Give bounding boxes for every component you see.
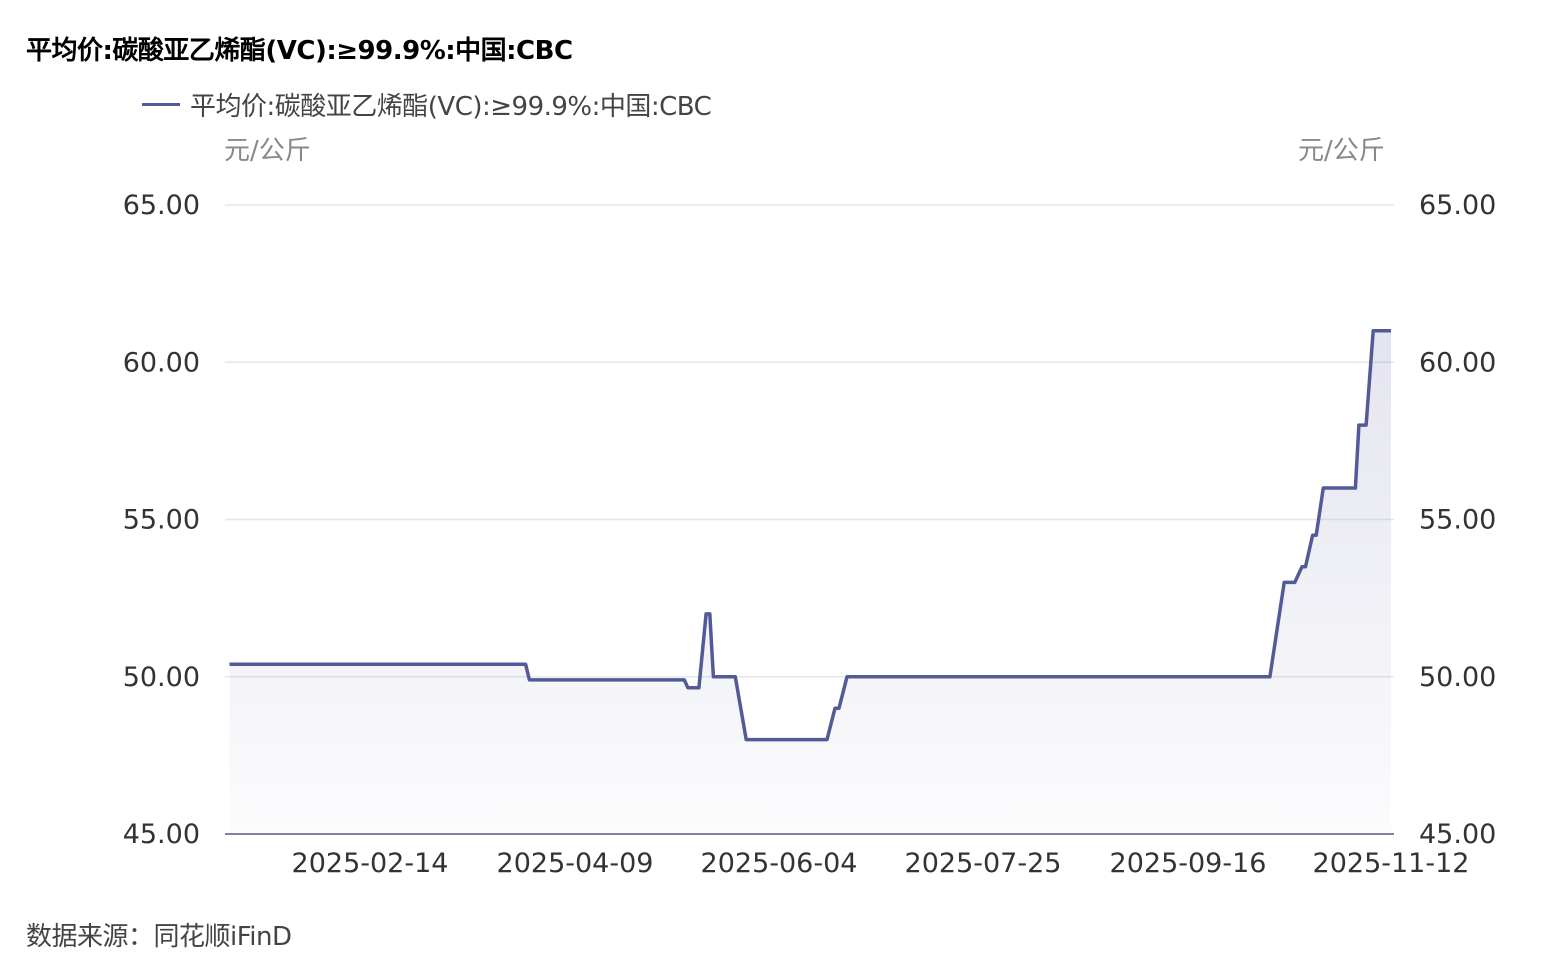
legend[interactable]: 平均价:碳酸亚乙烯酯(VC):≥99.9%:中国:CBC xyxy=(142,86,712,123)
y-tick-left: 60.00 xyxy=(123,347,200,378)
y-tick-left: 45.00 xyxy=(123,819,200,850)
x-tick: 2025-07-25 xyxy=(905,848,1062,879)
left-axis-unit: 元/公斤 xyxy=(224,136,311,166)
x-tick: 2025-06-04 xyxy=(701,848,858,879)
x-tick: 2025-11-12 xyxy=(1313,848,1470,879)
y-tick-right: 45.00 xyxy=(1419,819,1496,850)
right-axis-unit: 元/公斤 xyxy=(1298,136,1385,166)
x-tick: 2025-02-14 xyxy=(292,848,449,879)
y-tick-left: 55.00 xyxy=(123,505,200,536)
series-line xyxy=(229,329,1391,742)
chart-title: 平均价:碳酸亚乙烯酯(VC):≥99.9%:中国:CBC xyxy=(26,36,573,66)
x-tick: 2025-09-16 xyxy=(1110,848,1267,879)
y-tick-left: 50.00 xyxy=(123,662,200,693)
y-tick-left: 65.00 xyxy=(123,190,200,221)
y-tick-right: 60.00 xyxy=(1419,347,1496,378)
y-tick-right: 50.00 xyxy=(1419,662,1496,693)
data-source: 数据来源：同花顺iFinD xyxy=(26,922,292,952)
y-tick-right: 65.00 xyxy=(1419,190,1496,221)
legend-label: 平均价:碳酸亚乙烯酯(VC):≥99.9%:中国:CBC xyxy=(190,92,712,122)
series-area xyxy=(229,330,1391,834)
legend-swatch xyxy=(142,103,180,106)
x-tick: 2025-04-09 xyxy=(497,848,654,879)
y-tick-right: 55.00 xyxy=(1419,505,1496,536)
